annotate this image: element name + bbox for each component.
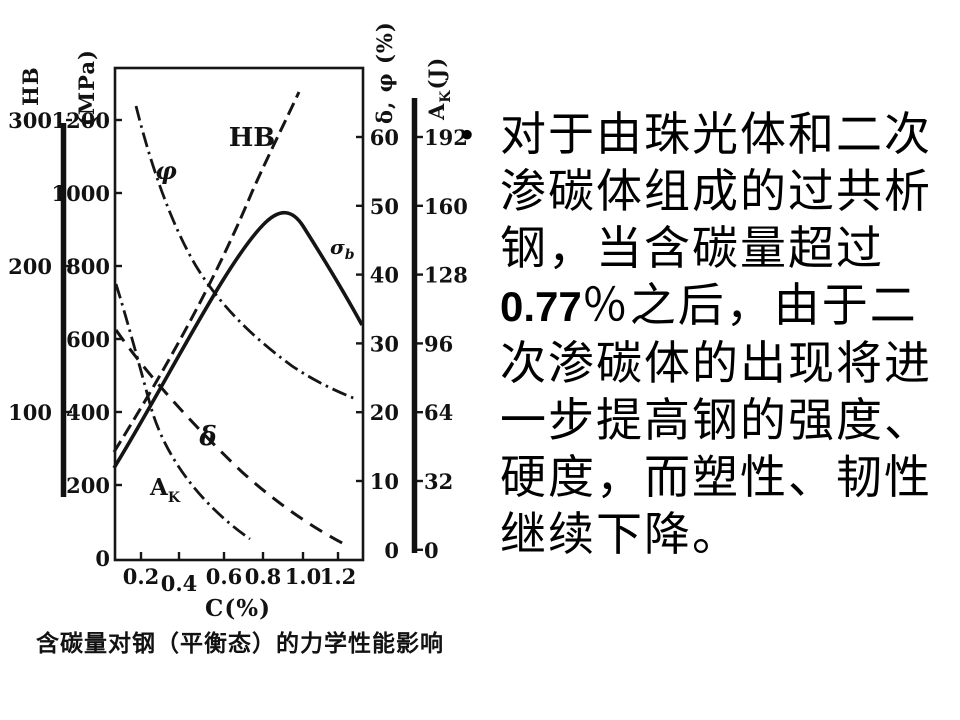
bullet-marker: • <box>460 112 475 157</box>
ak-tick-label: 64 <box>424 400 453 425</box>
curve-delta <box>114 329 351 549</box>
hb-tick-label: 200 <box>8 254 52 279</box>
delta-phi-tick-label: 60 <box>370 125 399 150</box>
tick-marks-group <box>66 118 423 561</box>
ak-axis-title-unit: (J) <box>424 57 449 90</box>
ak-axis-title-main: A <box>424 103 449 121</box>
bullet-text-line: 钢，当含碳量超过 <box>500 220 960 277</box>
delta-phi-tick-label: 30 <box>370 331 399 356</box>
curve-label-sigma-b: σb <box>330 235 355 263</box>
x-tick-label: 1.0 <box>285 564 322 589</box>
carbon-content-properties-chart: 0.2 0.4 0.6 0.8 1.01.23002001001200100080060… <box>8 21 468 622</box>
bullet-text-line: 次渗碳体的出现将进 <box>500 335 960 392</box>
ak-axis-title-sub: K <box>438 90 454 103</box>
mpa-tick-label: 0 <box>95 546 110 571</box>
delta-phi-tick-label: 50 <box>370 194 399 219</box>
tick-labels-group: 0.2 0.4 0.6 0.8 1.01.23002001001200100080060… <box>8 108 468 596</box>
mpa-tick-label: 200 <box>66 473 110 498</box>
text-segment: 一步提高钢的强度、 <box>500 395 932 446</box>
ak-tick-label: 32 <box>424 469 453 494</box>
text-segment: 硬度，而塑性、韧性 <box>500 452 932 503</box>
bullet-item: • 对于由珠光体和二次 渗碳体组成的过共析 钢，当含碳量超过 0.77％之后，由于二次… <box>460 106 960 563</box>
delta-phi-axis-title: δ, φ (%) <box>372 21 397 124</box>
x-tick-label: 1.2 <box>320 564 357 589</box>
plot-border <box>113 66 365 562</box>
bullet-text-line: 对于由珠光体和二次 <box>500 106 960 163</box>
ak-subscript: K <box>168 490 181 506</box>
mpa-tick-label: 800 <box>66 254 110 279</box>
bullet-text-line: 继续下降。 <box>500 506 960 563</box>
hb-tick-label: 100 <box>8 400 52 425</box>
curve-sigma-b <box>112 210 364 469</box>
ak-tick-label: 128 <box>424 263 468 288</box>
curve-label-delta: δ <box>198 422 216 452</box>
delta-phi-tick-label: 40 <box>370 263 399 288</box>
bullet-text-line: 渗碳体组成的过共析 <box>500 163 960 220</box>
x-tick-label: 0.2 <box>123 564 160 589</box>
delta-phi-tick-label: 20 <box>370 400 399 425</box>
ak-tick-label: 0 <box>424 538 439 563</box>
figure-caption: 含碳量对钢（平衡态）的力学性能影响 <box>36 631 444 656</box>
text-segment: 钢，当含碳量超过 <box>500 223 884 274</box>
bullet-text-line: 硬度，而塑性、韧性 <box>500 449 960 506</box>
ak-tick-label: 160 <box>424 194 468 219</box>
ak-axis-title: AK(J) <box>424 57 454 121</box>
x-axis-title: C(%) <box>205 595 271 622</box>
text-segment: 渗碳体组成的过共析 <box>500 166 932 217</box>
hb-tick-label: 300 <box>8 108 52 133</box>
mpa-axis-title: (MPa) <box>74 49 99 126</box>
bullet-text-line: 0.77％之后，由于二 <box>500 277 960 335</box>
text-segment: ％之后，由于二 <box>581 280 918 331</box>
delta-phi-tick-label: 0 <box>384 538 399 563</box>
mpa-tick-label: 400 <box>66 400 110 425</box>
sigma-subscript: b <box>345 247 355 263</box>
ak-symbol: A <box>149 474 169 501</box>
text-segment: 次渗碳体的出现将进 <box>500 338 932 389</box>
bullet-text: 对于由珠光体和二次 渗碳体组成的过共析 钢，当含碳量超过 0.77％之后，由于二 次渗碳… <box>500 106 960 563</box>
mpa-tick-label: 600 <box>66 327 110 352</box>
text-segment: 继续下降。 <box>500 509 740 560</box>
curve-label-hb: HB <box>229 123 276 153</box>
curve-label-ak: AK <box>149 474 181 506</box>
curve-label-phi: φ <box>155 156 177 185</box>
curve-ak <box>114 283 251 541</box>
x-tick-label: 0.4 <box>161 571 198 596</box>
bullet-text-line: 一步提高钢的强度、 <box>500 392 960 449</box>
ak-tick-label: 96 <box>424 331 453 356</box>
mpa-tick-label: 1200 <box>52 108 110 133</box>
delta-phi-tick-label: 10 <box>370 469 399 494</box>
ak-tick-label: 192 <box>424 125 468 150</box>
sigma-symbol: σ <box>330 235 345 259</box>
text-segment: 对于由珠光体和二次 <box>500 109 932 160</box>
curve-hb <box>112 91 301 453</box>
x-tick-label: 0.6 <box>206 564 243 589</box>
carbon-content-value: 0.77 <box>500 283 582 330</box>
hb-axis-title: HB <box>18 66 43 106</box>
figure-panel: 0.2 0.4 0.6 0.8 1.0 1.2 300 200 100 1200 1000 800 60… <box>8 21 468 656</box>
x-tick-label: 0.8 <box>245 564 282 589</box>
curve-phi <box>134 105 357 401</box>
mpa-tick-label: 1000 <box>52 181 110 206</box>
